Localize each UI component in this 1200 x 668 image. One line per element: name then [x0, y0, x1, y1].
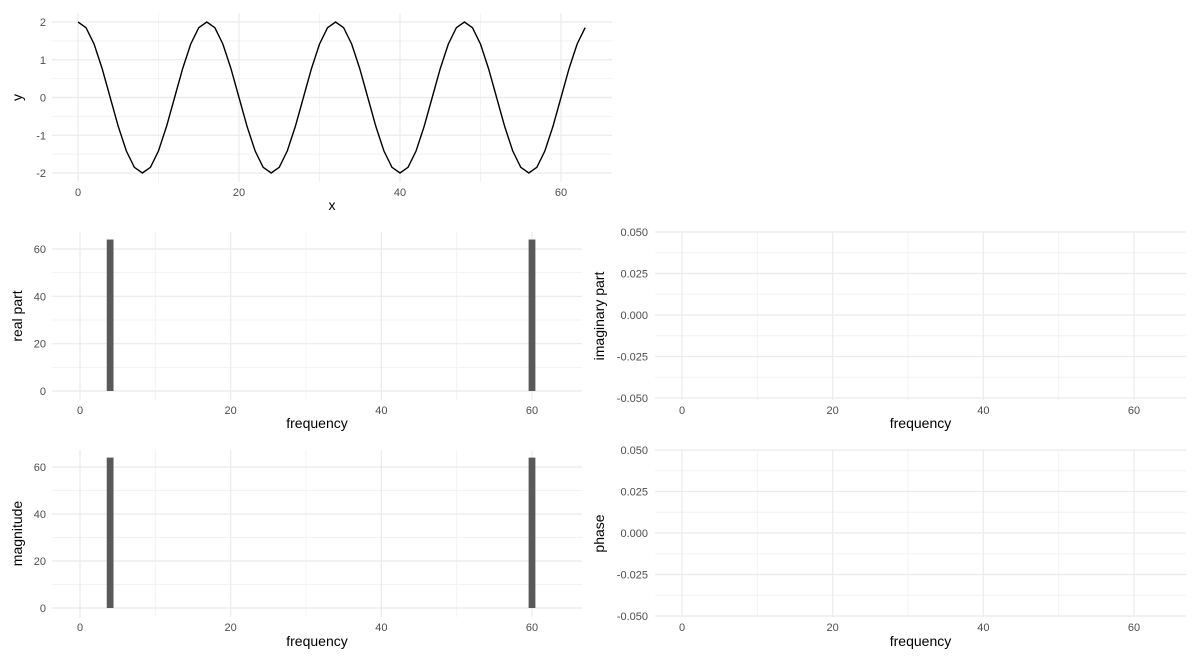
- panel-4: 0 20 40 60 -0.050 -0.025 0.000 0.025 0.050 freque…: [591, 445, 1186, 649]
- x-axis-label: frequency: [890, 633, 951, 649]
- x-axis-label: frequency: [286, 415, 347, 431]
- panel-0: 0 20 40 60 -2 -1 0 1 2 x y: [9, 13, 612, 213]
- x-tick-label: 20: [225, 405, 237, 417]
- x-tick-label: 0: [77, 622, 83, 634]
- y-tick-label: -0.050: [617, 393, 648, 405]
- panel-1: 0 20 40 60 0 20 40 60 frequency real part: [9, 232, 582, 431]
- x-tick-label: 60: [1128, 405, 1140, 417]
- y-tick-label: -0.025: [617, 352, 648, 364]
- y-tick-label: -0.050: [617, 611, 648, 623]
- y-tick-label: 60: [34, 244, 46, 256]
- y-tick-label: 0: [40, 93, 46, 105]
- y-tick-label: 0: [40, 603, 46, 615]
- x-tick-label: 60: [555, 187, 567, 199]
- x-tick-label: 60: [526, 405, 538, 417]
- y-tick-label: 40: [34, 509, 46, 521]
- x-axis-label: frequency: [890, 415, 951, 431]
- x-tick-label: 60: [1128, 622, 1140, 634]
- y-tick-label: 0.025: [620, 269, 648, 281]
- y-axis-label: y: [9, 94, 25, 101]
- panel-2: 0 20 40 60 -0.050 -0.025 0.000 0.025 0.050 freque…: [591, 227, 1186, 431]
- y-tick-label: 60: [34, 462, 46, 474]
- y-tick-label: 0: [40, 386, 46, 398]
- x-tick-label: 40: [394, 187, 406, 199]
- y-tick-label: 2: [40, 17, 46, 29]
- series-line: [77, 21, 586, 174]
- y-tick-label: 20: [34, 556, 46, 568]
- x-axis-label: frequency: [286, 633, 347, 649]
- bar: [528, 457, 536, 608]
- y-axis-label: real part: [9, 290, 25, 341]
- y-axis-label: imaginary part: [591, 272, 607, 361]
- x-tick-label: 0: [679, 622, 685, 634]
- x-axis-label: x: [329, 197, 336, 213]
- y-tick-label: -0.025: [617, 570, 648, 582]
- y-tick-label: 0.000: [620, 528, 648, 540]
- x-tick-label: 40: [977, 405, 989, 417]
- bar: [106, 457, 114, 608]
- y-axis-label: phase: [591, 514, 607, 552]
- x-tick-label: 20: [225, 622, 237, 634]
- y-tick-label: -2: [36, 168, 46, 180]
- panel-3: 0 20 40 60 0 20 40 60 frequency magnitude: [9, 450, 582, 649]
- y-tick-label: 40: [34, 291, 46, 303]
- x-tick-label: 0: [77, 405, 83, 417]
- y-tick-label: 0.050: [620, 227, 648, 239]
- x-tick-label: 0: [75, 187, 81, 199]
- y-tick-label: 0.000: [620, 310, 648, 322]
- x-tick-label: 40: [375, 405, 387, 417]
- x-tick-label: 20: [827, 622, 839, 634]
- bar: [106, 239, 114, 391]
- bar: [528, 239, 536, 391]
- y-tick-label: 20: [34, 339, 46, 351]
- x-tick-label: 40: [375, 622, 387, 634]
- x-tick-label: 60: [526, 622, 538, 634]
- x-tick-label: 20: [827, 405, 839, 417]
- y-axis-label: magnitude: [9, 501, 25, 567]
- x-tick-label: 0: [679, 405, 685, 417]
- y-tick-label: 0.050: [620, 445, 648, 457]
- y-tick-label: 0.025: [620, 487, 648, 499]
- x-tick-label: 40: [977, 622, 989, 634]
- y-tick-label: 1: [40, 55, 46, 67]
- x-tick-label: 20: [233, 187, 245, 199]
- y-tick-label: -1: [36, 130, 46, 142]
